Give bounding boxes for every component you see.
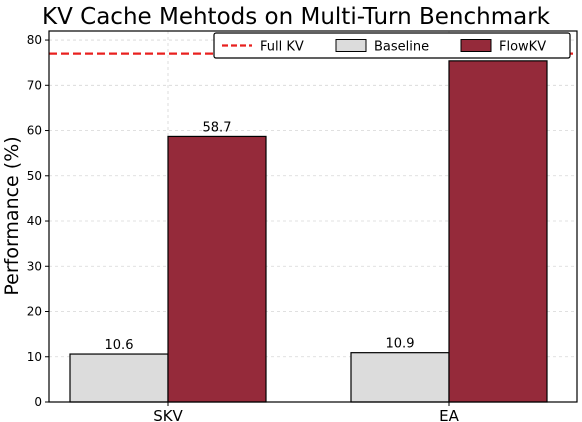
data-label-baseline-skv: 10.6 — [105, 338, 134, 353]
bar-baseline-skv — [69, 353, 169, 403]
legend-swatch-flowkv — [460, 39, 492, 52]
legend-swatch-baseline — [335, 39, 367, 52]
y-tick-label: 60 — [27, 124, 42, 138]
legend-label-flowkv: FlowKV — [499, 40, 546, 55]
plot-frame — [48, 30, 578, 403]
data-label-baseline-ea: 10.9 — [386, 337, 415, 352]
y-tick-label: 10 — [27, 350, 42, 364]
legend: Full KV Baseline FlowKV — [213, 32, 571, 59]
bars — [69, 60, 548, 403]
x-tick-label-ea: EA — [439, 407, 459, 422]
bar-baseline-ea — [350, 352, 450, 403]
y-tick-label: 40 — [27, 214, 42, 228]
y-tick-label: 30 — [27, 259, 42, 273]
y-tick-label: 70 — [27, 78, 42, 92]
chart-title: KV Cache Mehtods on Multi-Turn Benchmark — [42, 4, 551, 30]
bar-flowkv-skv — [167, 135, 267, 403]
y-tick-label: 80 — [27, 33, 42, 47]
y-tick-label: 50 — [27, 169, 42, 183]
legend-label-full-kv: Full KV — [260, 40, 304, 55]
y-tick-label: 20 — [27, 305, 42, 319]
legend-label-baseline: Baseline — [374, 40, 429, 55]
x-tick-label-skv: SKV — [153, 407, 183, 422]
bar-flowkv-ea — [448, 60, 548, 403]
axes: 0 10 20 30 40 50 60 70 80 SKV EA — [27, 30, 578, 422]
data-label-flowkv-skv: 58.7 — [203, 120, 232, 135]
y-tick-label: 0 — [34, 395, 42, 409]
y-axis-label: Performance (%) — [1, 136, 23, 295]
